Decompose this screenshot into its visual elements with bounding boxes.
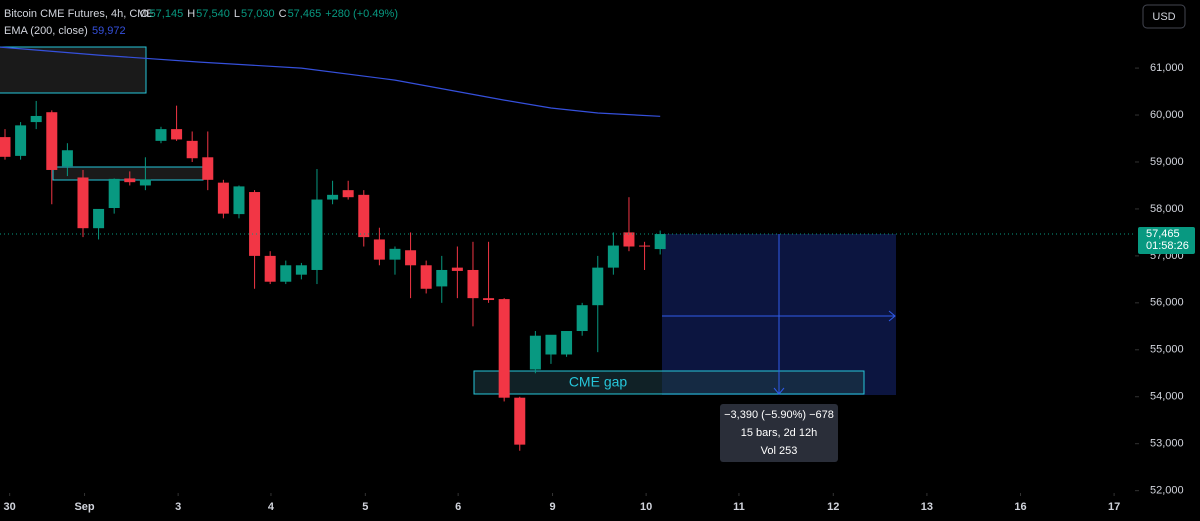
candle-body: [451, 267, 463, 271]
x-tick-label: 11: [733, 501, 745, 513]
price-tag-text: 57,465: [1146, 228, 1180, 240]
candle-body: [607, 245, 619, 268]
x-tick-label: 10: [640, 501, 652, 513]
currency-button[interactable]: [1142, 4, 1186, 29]
chart-title: Bitcoin CME Futures, 4h, CME: [4, 8, 154, 20]
x-tick-label: 30: [4, 501, 16, 513]
legend-key: H: [187, 8, 195, 20]
x-tick-label: 6: [455, 501, 461, 513]
candle-body: [280, 265, 292, 282]
currency[interactable]: USD: [1152, 11, 1175, 23]
gap-label: CME gap: [569, 374, 628, 390]
x-tick-label: 13: [921, 501, 933, 513]
y-tick-label: 59,000: [1150, 156, 1184, 168]
price-tag-countdown: 01:58:26: [1146, 240, 1189, 252]
candle-body: [171, 129, 183, 140]
candle-body: [389, 248, 401, 260]
candle-body: [108, 178, 120, 208]
candle-body: [654, 234, 666, 250]
candle-body: [358, 194, 370, 238]
zone-box: [52, 166, 204, 181]
candle-body: [373, 239, 385, 260]
candle-body: [93, 208, 105, 229]
y-tick-label: 56,000: [1150, 297, 1184, 309]
ema-line: [0, 46, 661, 117]
measure-text: Vol 253: [761, 445, 798, 457]
legend-key: C: [279, 8, 287, 20]
candle-body: [186, 140, 198, 159]
x-tick-label: Sep: [74, 501, 94, 513]
candle-body: [529, 335, 541, 370]
candle-body: [61, 150, 73, 167]
candle-body: [15, 125, 27, 156]
measure-text: 15 bars, 2d 12h: [741, 427, 817, 439]
ohlc-legend: O 57,145 H 57,540 L 57,030 C 57,465 +280 (+0.49%…: [140, 8, 398, 20]
candle-body: [295, 265, 307, 275]
candle-body: [217, 182, 229, 214]
zone-box: [0, 46, 147, 94]
x-tick-label: 4: [268, 501, 275, 513]
indicator-name: EMA (200, close): [4, 25, 88, 37]
x-tick-label: 5: [362, 501, 368, 513]
y-tick-label: 52,000: [1150, 485, 1184, 497]
candle-body: [155, 129, 167, 141]
candle-body: [311, 199, 323, 270]
candle-body: [327, 194, 339, 200]
y-tick-label: 60,000: [1150, 109, 1184, 121]
y-tick-label: 61,000: [1150, 62, 1184, 74]
plot: [0, 46, 1135, 451]
legend-key: L: [234, 8, 240, 20]
y-tick-label: 55,000: [1150, 344, 1184, 356]
candle-body: [498, 299, 510, 398]
candle-body: [420, 265, 432, 289]
candle-body: [249, 192, 261, 256]
legend-value: 57,540: [196, 8, 230, 20]
indicator-value: 59,972: [92, 25, 126, 37]
candle-body: [561, 331, 573, 355]
x-tick-label: 3: [175, 501, 181, 513]
candle-body: [139, 179, 151, 186]
legend-value: 57,465: [288, 8, 322, 20]
measure-text: −3,390 (−5.90%) −678: [724, 409, 834, 421]
candle-body: [639, 245, 651, 247]
measure-tooltip: [720, 404, 838, 462]
candle-body: [30, 115, 42, 123]
candle-body: [264, 255, 276, 282]
candle-body: [233, 186, 245, 215]
candle-body: [124, 178, 136, 183]
candle-body: [514, 397, 526, 445]
candle-body: [405, 250, 417, 266]
x-tick-label: 9: [549, 501, 555, 513]
y-tick-label: 58,000: [1150, 203, 1184, 215]
candle-body: [592, 267, 604, 306]
candle-body: [483, 298, 495, 301]
price-tag: [1138, 227, 1195, 255]
x-tick-label: 12: [827, 501, 839, 513]
candle-body: [576, 305, 588, 332]
x-tick-label: 16: [1014, 501, 1026, 513]
candle-body: [0, 137, 11, 157]
gap-box: [473, 370, 865, 395]
x-tick-label: 17: [1108, 501, 1120, 513]
arrow-head: [888, 310, 896, 322]
y-tick-label: 53,000: [1150, 438, 1184, 450]
candle-body: [342, 190, 354, 198]
candle-body: [545, 334, 557, 355]
candle-body: [202, 157, 214, 180]
candle-body: [46, 112, 58, 170]
candle-body: [623, 232, 635, 247]
y-tick-label: 54,000: [1150, 391, 1184, 403]
candle-body: [436, 269, 448, 287]
legend-value: 57,030: [241, 8, 275, 20]
legend-key: O: [140, 8, 149, 20]
candle-body: [467, 269, 479, 299]
change: +280 (+0.49%): [325, 8, 398, 20]
candle-body: [77, 177, 89, 229]
legend-value: 57,145: [150, 8, 184, 20]
arrow-head: [773, 387, 785, 395]
